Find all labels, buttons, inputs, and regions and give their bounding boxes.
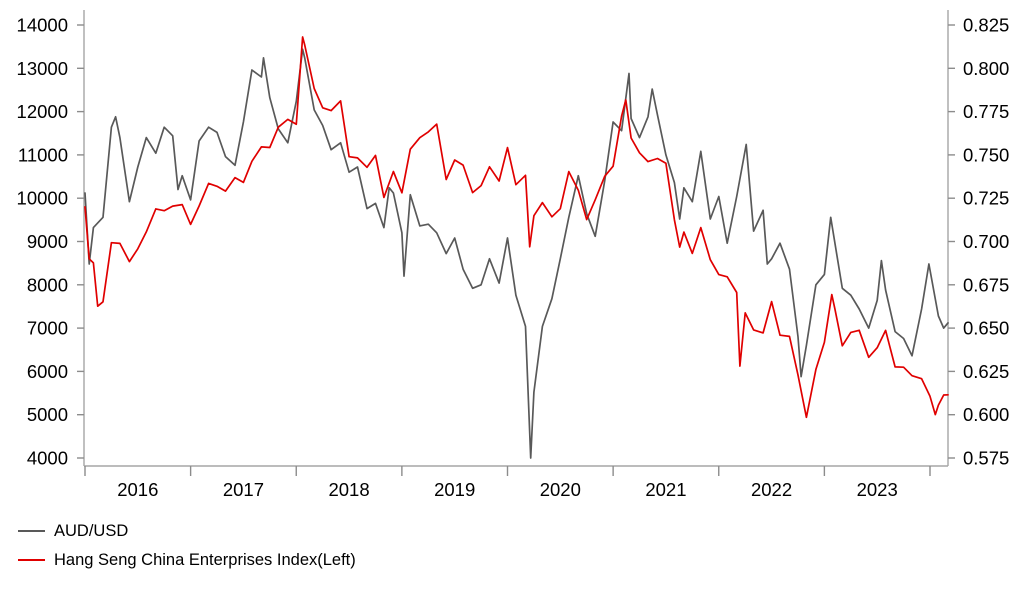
right-axis-tick-label: 0.725 bbox=[963, 188, 1009, 209]
legend-label-aud-usd: AUD/USD bbox=[54, 522, 129, 540]
x-axis-year-label: 2017 bbox=[223, 479, 264, 500]
right-axis-tick-label: 0.800 bbox=[963, 58, 1009, 79]
right-axis-tick-label: 0.650 bbox=[963, 318, 1009, 339]
x-axis-year-label: 2022 bbox=[751, 479, 792, 500]
left-axis-tick-label: 6000 bbox=[27, 361, 68, 382]
legend-label-hscei: Hang Seng China Enterprises Index(Left) bbox=[54, 551, 356, 569]
x-axis-year-label: 2021 bbox=[645, 479, 686, 500]
left-axis-tick-label: 10000 bbox=[17, 188, 68, 209]
left-axis-tick-label: 9000 bbox=[27, 231, 68, 252]
left-axis-tick-label: 8000 bbox=[27, 274, 68, 295]
legend: AUD/USD Hang Seng China Enterprises Inde… bbox=[18, 521, 356, 570]
right-axis-tick-label: 0.750 bbox=[963, 144, 1009, 165]
right-axis-tick-label: 0.675 bbox=[963, 274, 1009, 295]
x-axis-year-label: 2020 bbox=[540, 479, 581, 500]
series-line-aud-usd bbox=[84, 48, 949, 459]
legend-item-aud-usd: AUD/USD bbox=[18, 521, 356, 541]
right-axis-tick-label: 0.700 bbox=[963, 231, 1009, 252]
legend-line-swatch-red bbox=[18, 559, 45, 561]
left-axis-tick-label: 13000 bbox=[17, 58, 68, 79]
x-axis-year-label: 2016 bbox=[117, 479, 158, 500]
series-line-hscei bbox=[84, 36, 949, 419]
right-axis-tick-label: 0.600 bbox=[963, 404, 1009, 425]
right-axis-tick-label: 0.625 bbox=[963, 361, 1009, 382]
left-axis-tick-label: 5000 bbox=[27, 404, 68, 425]
left-axis-tick-label: 7000 bbox=[27, 318, 68, 339]
x-axis-year-label: 2019 bbox=[434, 479, 475, 500]
x-axis-year-label: 2018 bbox=[328, 479, 369, 500]
right-axis-tick-label: 0.825 bbox=[963, 15, 1009, 36]
left-axis-tick-label: 14000 bbox=[17, 15, 68, 36]
x-axis-year-label: 2023 bbox=[857, 479, 898, 500]
right-axis-tick-label: 0.575 bbox=[963, 448, 1009, 469]
left-axis-tick-label: 4000 bbox=[27, 448, 68, 469]
right-axis-tick-label: 0.775 bbox=[963, 101, 1009, 122]
legend-item-hscei: Hang Seng China Enterprises Index(Left) bbox=[18, 550, 356, 570]
left-axis-tick-label: 11000 bbox=[18, 144, 68, 165]
left-axis-tick-label: 12000 bbox=[17, 101, 68, 122]
legend-line-swatch-gray bbox=[18, 530, 45, 532]
